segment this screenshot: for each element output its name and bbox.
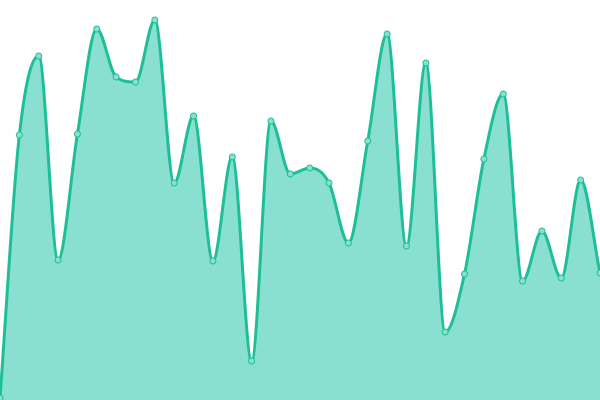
data-point-11: [209, 257, 217, 265]
data-point-2: [35, 52, 43, 60]
data-point-16: [306, 164, 314, 172]
data-point-31: [596, 269, 600, 277]
data-point-19: [364, 137, 372, 145]
data-point-20: [383, 30, 391, 38]
data-point-29: [557, 274, 565, 282]
data-point-1: [15, 131, 23, 139]
data-point-9: [170, 179, 178, 187]
data-points: [0, 16, 600, 400]
area-fill: [0, 20, 600, 400]
data-point-24: [461, 270, 469, 278]
data-point-25: [480, 155, 488, 163]
data-point-26: [499, 90, 507, 98]
data-point-18: [344, 239, 352, 247]
data-point-3: [54, 256, 62, 264]
data-point-21: [402, 242, 410, 250]
data-point-17: [325, 179, 333, 187]
data-point-15: [286, 170, 294, 178]
data-point-14: [267, 117, 275, 125]
data-point-4: [73, 130, 81, 138]
data-point-6: [112, 73, 120, 81]
data-point-30: [577, 176, 585, 184]
data-point-10: [190, 112, 198, 120]
data-point-22: [422, 59, 430, 67]
data-point-8: [151, 16, 159, 24]
data-point-12: [228, 153, 236, 161]
data-point-0: [0, 394, 4, 400]
data-point-23: [441, 328, 449, 336]
data-point-13: [248, 357, 256, 365]
data-point-7: [131, 78, 139, 86]
data-point-27: [519, 277, 527, 285]
data-point-28: [538, 227, 546, 235]
data-point-5: [93, 25, 101, 33]
